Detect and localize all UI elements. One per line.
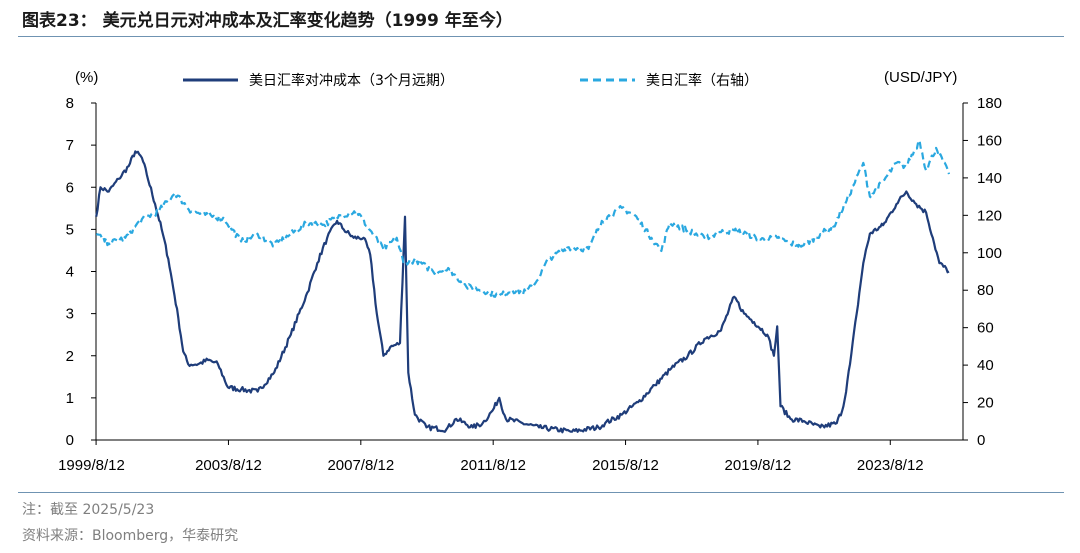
chart-axes [95,103,964,441]
left-tick-label: 2 [66,348,74,365]
right-tick-label: 100 [977,245,1002,262]
figure-note: 注：截至 2025/5/23 [22,502,155,518]
series-layer [95,139,951,434]
x-axis-ticks: 1999/8/12 2003/8/12 2007/8/12 2011/8/12 2015… [58,440,924,474]
left-tick-label: 1 [66,390,74,407]
right-tick-label: 140 [977,170,1002,187]
right-tick-label: 160 [977,132,1002,149]
right-tick-label: 20 [977,395,994,412]
legend-label: 美日汇率对冲成本（3个月远期） [249,72,454,89]
left-tick-label: 7 [66,137,74,154]
left-tick-label: 6 [66,179,74,196]
right-tick-label: 180 [977,95,1002,112]
x-tick-label: 2003/8/12 [195,457,262,474]
right-tick-label: 0 [977,432,985,449]
x-tick-label: 2015/8/12 [592,457,659,474]
left-tick-label: 0 [66,432,74,449]
bottom-rule [18,492,1064,493]
right-tick-label: 120 [977,207,1002,224]
right-axis-ticks: 0 20 40 60 80 100 120 140 160 180 [963,95,1002,449]
right-axis-unit: (USD/JPY) [884,69,957,86]
right-tick-label: 40 [977,357,994,374]
figure-title: 图表23： 美元兑日元对冲成本及汇率变化趋势（1999 年至今） [22,11,513,31]
legend: 美日汇率对冲成本（3个月远期） 美日汇率（右轴） [183,72,758,89]
right-tick-label: 80 [977,282,994,299]
x-tick-label: 2019/8/12 [725,457,792,474]
hedging-cost-line [95,150,950,434]
left-axis-unit: (%) [75,69,98,86]
usdjpy-rate-line [95,139,951,298]
figure-source: 资料来源：Bloomberg，华泰研究 [22,528,239,544]
chart: 0 1 2 3 4 5 6 7 8 0 20 40 60 80 100 120 140 160 180 1999/… [58,69,1002,474]
left-axis-ticks: 0 1 2 3 4 5 6 7 8 [66,95,96,449]
x-tick-label: 2023/8/12 [857,457,924,474]
left-tick-label: 3 [66,306,74,323]
left-tick-label: 4 [66,264,74,281]
left-tick-label: 5 [66,221,74,238]
x-tick-label: 2011/8/12 [460,457,526,474]
left-tick-label: 8 [66,95,74,112]
x-tick-label: 1999/8/12 [58,457,125,474]
top-rule [18,36,1064,37]
right-tick-label: 60 [977,320,994,337]
x-tick-label: 2007/8/12 [327,457,394,474]
legend-label: 美日汇率（右轴） [646,72,758,89]
